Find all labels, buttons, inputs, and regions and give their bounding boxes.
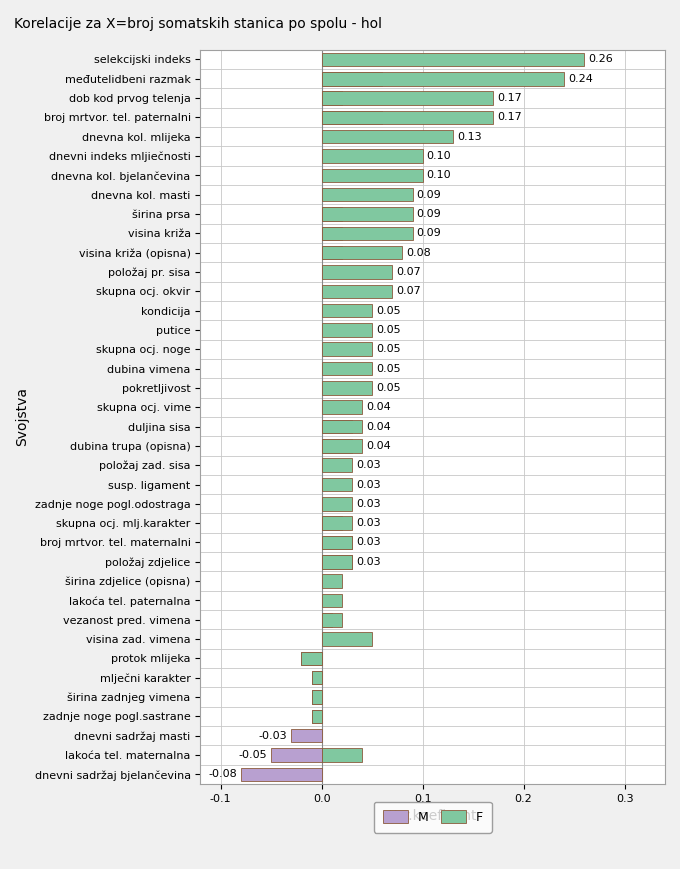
Bar xyxy=(322,227,413,240)
Bar xyxy=(322,613,342,627)
Bar xyxy=(241,767,322,781)
Bar xyxy=(322,246,342,260)
Bar xyxy=(322,420,352,434)
Bar xyxy=(311,710,322,723)
Text: Korelacije za X=broj somatskih stanica po spolu - hol: Korelacije za X=broj somatskih stanica p… xyxy=(14,17,381,31)
Bar xyxy=(322,53,584,66)
Bar xyxy=(311,671,322,685)
Bar xyxy=(322,207,342,221)
Text: 0.07: 0.07 xyxy=(396,267,421,277)
Bar xyxy=(322,188,413,202)
Text: 0.24: 0.24 xyxy=(568,74,593,83)
Text: 0.07: 0.07 xyxy=(396,286,421,296)
Text: 0.09: 0.09 xyxy=(417,229,441,238)
Text: 0.26: 0.26 xyxy=(588,55,613,64)
Bar xyxy=(322,169,422,182)
Legend: M, F: M, F xyxy=(374,802,492,833)
Bar xyxy=(322,439,352,453)
Bar xyxy=(301,652,322,665)
Bar xyxy=(322,284,392,298)
Text: 0.10: 0.10 xyxy=(426,151,452,161)
Text: -0.03: -0.03 xyxy=(258,731,287,740)
Bar xyxy=(322,304,372,317)
Text: -0.05: -0.05 xyxy=(239,750,267,760)
Bar xyxy=(322,478,352,491)
Text: 0.03: 0.03 xyxy=(356,499,381,509)
Bar xyxy=(322,149,422,163)
Bar xyxy=(322,227,342,240)
Text: 0.05: 0.05 xyxy=(376,344,401,355)
Bar xyxy=(322,535,352,549)
Bar xyxy=(322,594,342,607)
Text: 0.05: 0.05 xyxy=(376,325,401,335)
Bar xyxy=(322,246,403,260)
Text: 0.09: 0.09 xyxy=(417,189,441,200)
Bar xyxy=(322,323,372,336)
Bar xyxy=(311,671,322,685)
X-axis label: Kor.koeficent: Kor.koeficent xyxy=(388,809,477,823)
Bar xyxy=(322,555,352,568)
Text: 0.05: 0.05 xyxy=(376,383,401,393)
Text: 0.03: 0.03 xyxy=(356,557,381,567)
Text: 0.03: 0.03 xyxy=(356,537,381,547)
Bar xyxy=(322,207,413,221)
Bar xyxy=(322,362,372,375)
Text: 0.04: 0.04 xyxy=(366,402,391,412)
Bar xyxy=(322,342,372,356)
Bar xyxy=(322,72,382,85)
Bar xyxy=(322,130,453,143)
Text: 0.13: 0.13 xyxy=(457,132,481,142)
Text: 0.10: 0.10 xyxy=(426,170,452,181)
Bar xyxy=(311,690,322,704)
Text: 0.05: 0.05 xyxy=(376,363,401,374)
Text: -0.08: -0.08 xyxy=(208,769,237,779)
Bar xyxy=(322,555,352,568)
Bar xyxy=(311,710,322,723)
Bar xyxy=(291,729,322,742)
Text: 0.03: 0.03 xyxy=(356,480,381,489)
Bar xyxy=(322,401,362,414)
Bar xyxy=(322,459,352,472)
Bar xyxy=(322,91,342,105)
Bar xyxy=(322,633,372,646)
Text: 0.09: 0.09 xyxy=(417,209,441,219)
Bar xyxy=(322,574,342,587)
Bar xyxy=(322,439,362,453)
Bar xyxy=(322,516,342,530)
Bar xyxy=(301,652,322,665)
Text: 0.03: 0.03 xyxy=(356,461,381,470)
Text: 0.17: 0.17 xyxy=(497,93,522,103)
Bar xyxy=(322,381,372,395)
Bar xyxy=(322,535,352,549)
Bar xyxy=(322,91,493,105)
Text: 0.17: 0.17 xyxy=(497,112,522,123)
Text: 0.04: 0.04 xyxy=(366,421,391,432)
Bar xyxy=(322,110,382,124)
Text: 0.03: 0.03 xyxy=(356,518,381,528)
Bar xyxy=(322,265,392,279)
Bar xyxy=(322,420,362,434)
Bar xyxy=(322,110,493,124)
Bar xyxy=(322,497,352,511)
Y-axis label: Svojstva: Svojstva xyxy=(15,388,29,447)
Text: 0.05: 0.05 xyxy=(376,306,401,315)
Text: 0.04: 0.04 xyxy=(366,441,391,451)
Bar xyxy=(322,748,362,762)
Bar xyxy=(322,613,332,627)
Bar xyxy=(271,748,322,762)
Bar xyxy=(311,690,322,704)
Bar xyxy=(322,516,352,530)
Text: 0.08: 0.08 xyxy=(407,248,431,257)
Bar xyxy=(322,72,564,85)
